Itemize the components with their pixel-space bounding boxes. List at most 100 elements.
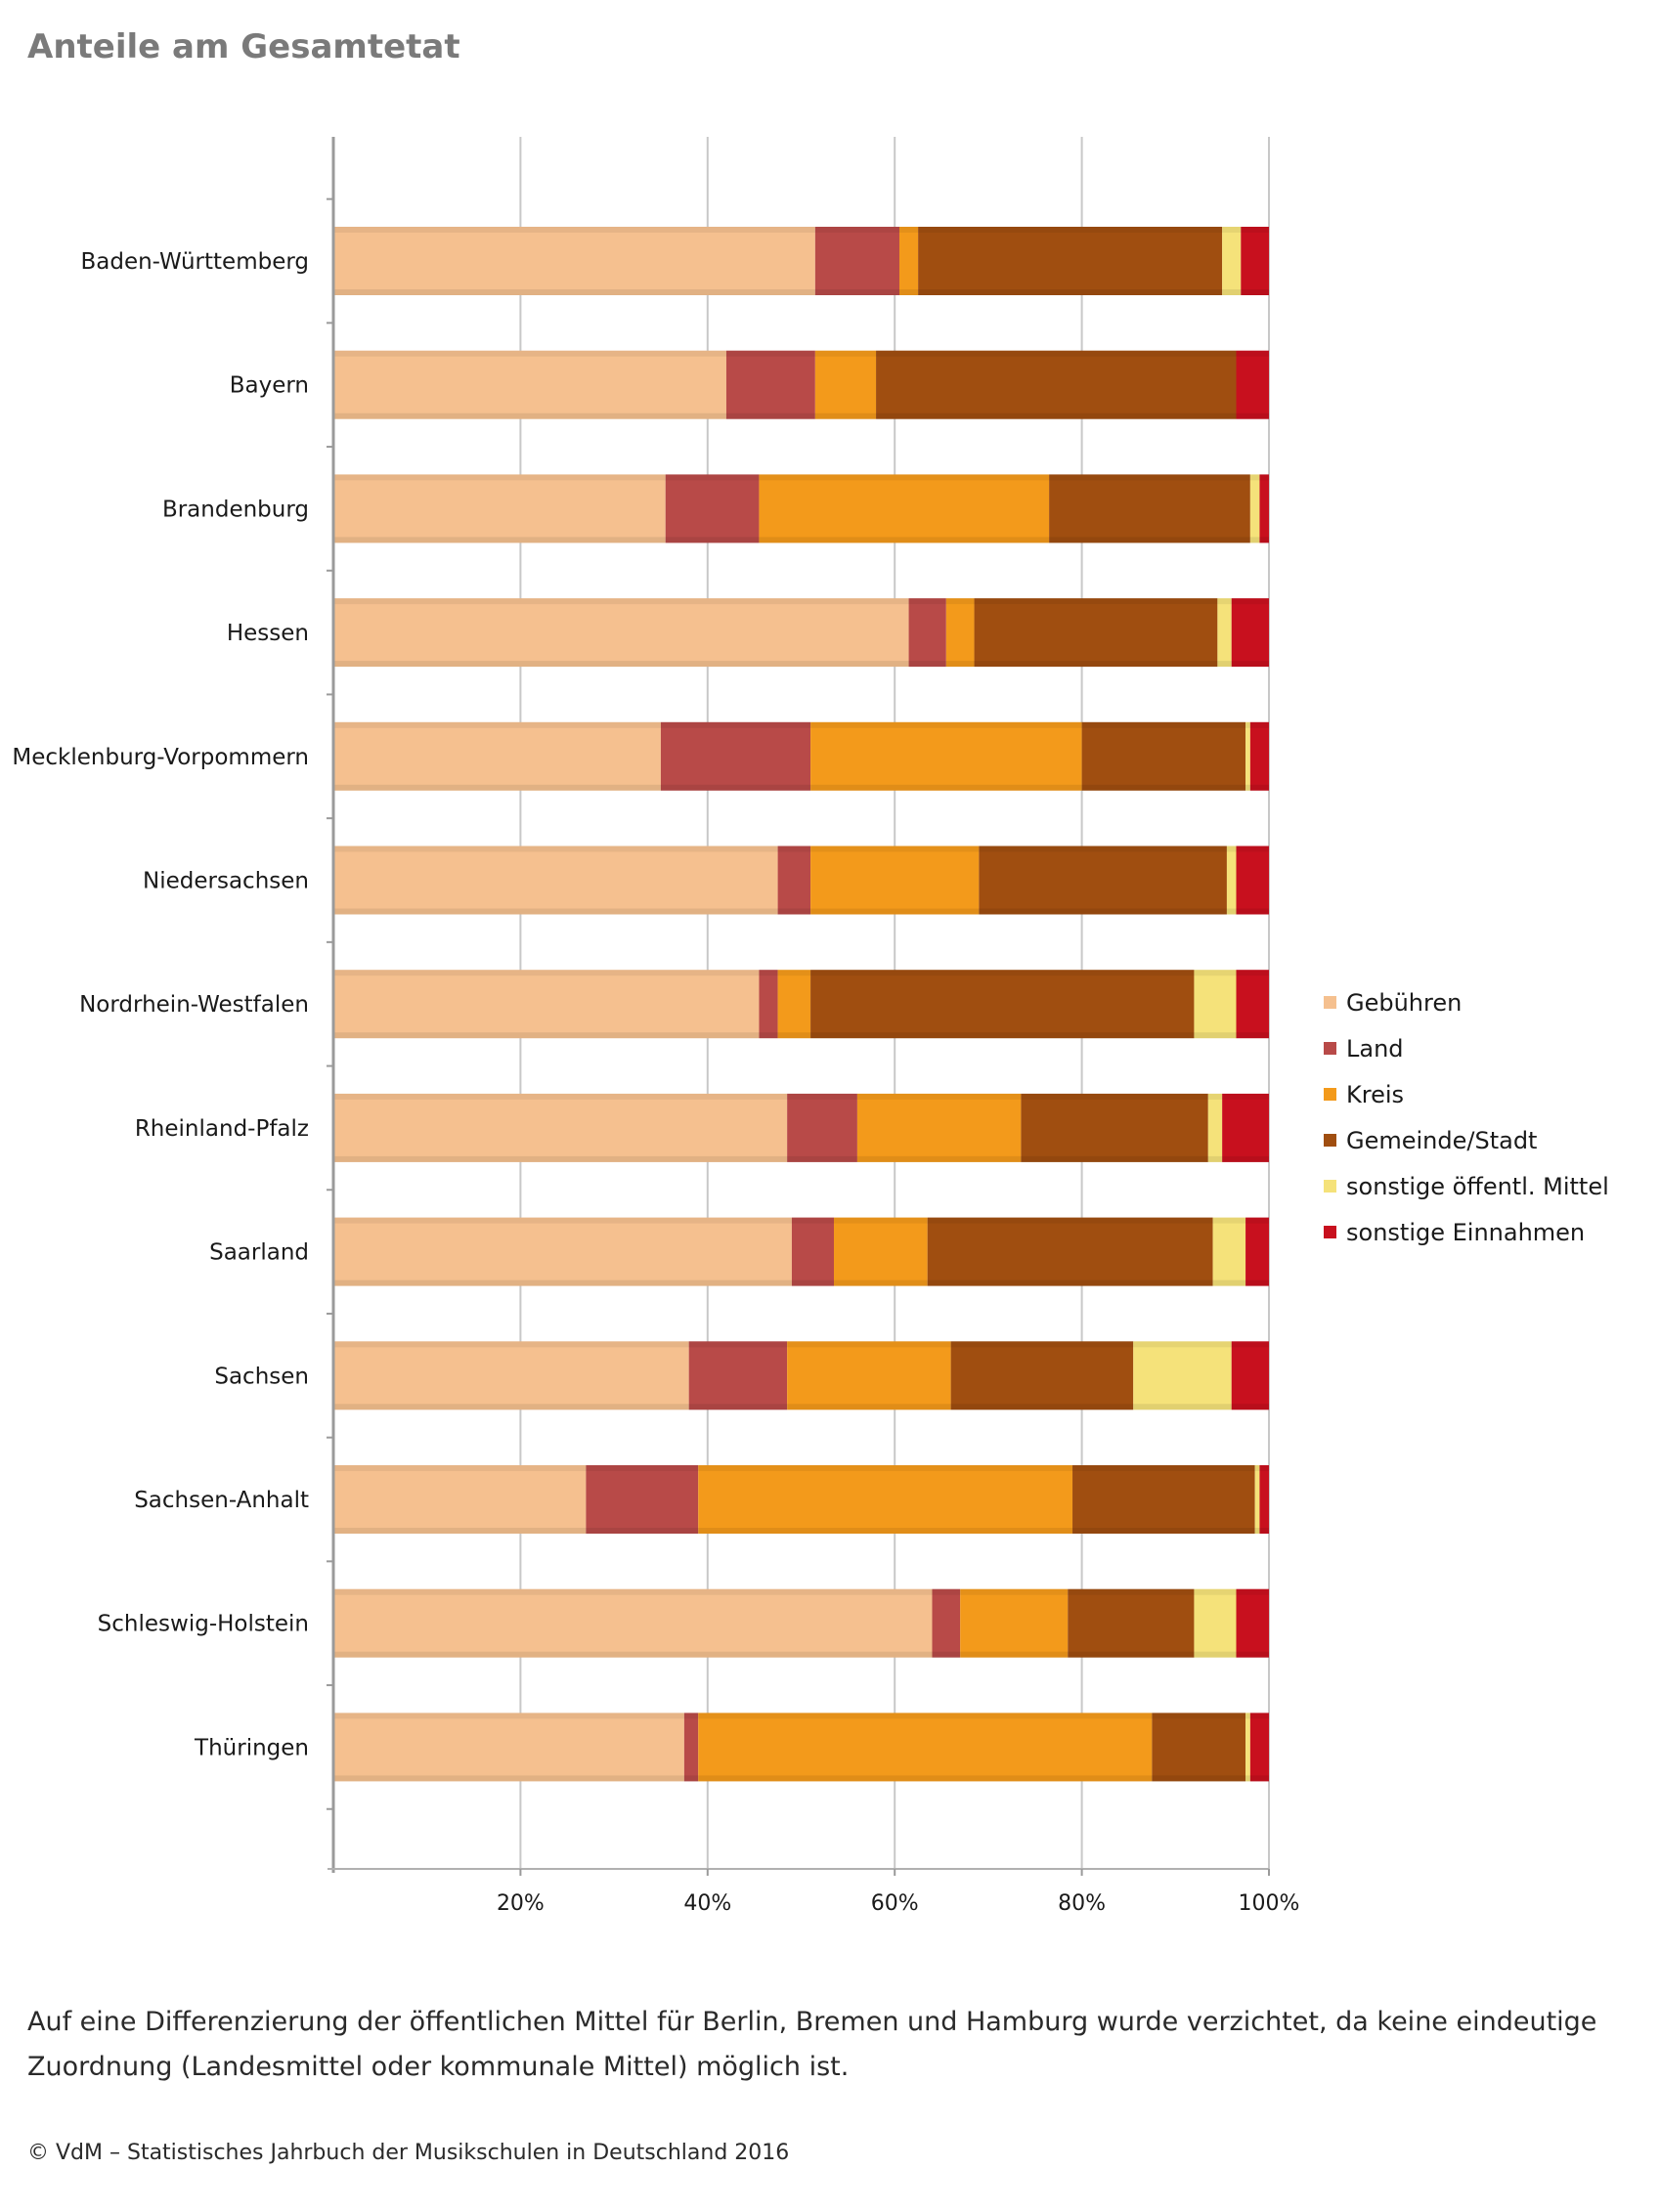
legend: Gebühren Land Kreis Gemeinde/Stadt sonstige … [1324,979,1609,1255]
bar-segment-5 [1241,227,1269,295]
bar-shade-top [333,1217,1269,1224]
bar-segment-4 [1133,1341,1232,1410]
legend-item: Kreis [1324,1071,1609,1117]
category-label: Bayern [230,373,309,399]
bar-segment-4 [1254,1465,1260,1534]
bar-shade-bottom [333,289,1269,295]
bar-shade-bottom [333,1775,1269,1782]
bar-shade-bottom [333,661,1269,668]
bar-shade-top [333,1713,1269,1719]
category-label: Niedersachsen [143,869,309,894]
category-label: Hessen [227,621,309,646]
legend-item: Gemeinde/Stadt [1324,1117,1609,1163]
bar-shade-bottom [333,412,1269,419]
bar-segment-1 [787,1093,857,1162]
bar-segment-2 [945,598,975,668]
x-tick-labels: 20% 40% 60% 80% 100% [497,1891,1300,1916]
bar-segment-5 [1259,1465,1269,1534]
legend-swatch [1324,996,1336,1009]
x-tick-label-40: 40% [683,1891,731,1916]
bar-shade-bottom [333,1155,1269,1162]
source-note: © VdM – Statistisches Jahrbuch der Musik… [27,2141,790,2165]
category-labels: Baden-Württemberg Bayern Brandenburg Hessen… [12,249,309,1760]
bar-segment-5 [1231,598,1269,668]
bar-segment-1 [791,1217,834,1286]
category-label: Schleswig-Holstein [98,1612,309,1637]
bar-segment-2 [833,1217,928,1286]
bar-shade-top [333,350,1269,357]
bar-shade-top [333,846,1269,852]
legend-swatch [1324,1042,1336,1055]
legend-item: Land [1324,1025,1609,1071]
bar-segment-4 [1217,598,1232,668]
bar-segment-0 [333,598,909,668]
bar-segment-3 [1021,1093,1208,1162]
stacked-bar-chart: Baden-Württemberg Bayern Brandenburg Hessen… [12,137,1300,1916]
category-label: Saarland [209,1240,309,1266]
x-tick-label-100: 100% [1239,1891,1300,1916]
bar-segment-2 [698,1713,1153,1782]
bar-shade-bottom [333,1404,1269,1410]
bar-segment-1 [665,474,760,543]
page-title: Anteile am Gesamtetat [27,27,460,66]
bar-shade-bottom [333,1032,1269,1039]
bar-segment-5 [1236,846,1269,915]
legend-swatch [1324,1134,1336,1147]
bar-segment-1 [688,1341,788,1410]
bar-shade-bottom [333,537,1269,543]
bar-segment-2 [759,474,1050,543]
x-tick-label-80: 80% [1058,1891,1106,1916]
bar-segment-1 [932,1588,961,1658]
bar-segment-1 [759,970,778,1039]
bar-segment-0 [333,1713,684,1782]
category-label: Mecklenburg-Vorpommern [12,745,309,770]
bar-segment-3 [974,598,1218,668]
bar-shade-top [333,1588,1269,1595]
bar-segment-5 [1236,970,1269,1039]
bar-segment-5 [1222,1093,1269,1162]
bar-shade-top [333,1465,1269,1471]
bar-segment-3 [979,846,1227,915]
legend-label: sonstige Einnahmen [1346,1218,1586,1246]
bar-segment-3 [927,1217,1213,1286]
bar-segment-1 [683,1713,699,1782]
legend-label: Gebühren [1346,988,1463,1017]
bar-segment-4 [1249,474,1260,543]
x-tick-label-20: 20% [497,1891,545,1916]
bar-segment-3 [1081,721,1246,791]
bar-segment-5 [1236,350,1269,419]
bar-segment-2 [698,1465,1073,1534]
bar-segment-4 [1222,227,1242,295]
bar-shade-top [333,1341,1269,1348]
bar-segment-5 [1236,1588,1269,1658]
bar-segment-4 [1245,721,1250,791]
bar-segment-4 [1194,1588,1237,1658]
bar-segment-3 [918,227,1223,295]
bar-segment-3 [950,1341,1134,1410]
bar-row [333,1217,1269,1286]
axes [327,137,1270,1876]
bar-segment-2 [856,1093,1022,1162]
legend-item: Gebühren [1324,979,1609,1025]
x-tick-label-60: 60% [871,1891,919,1916]
bar-segment-1 [660,721,811,791]
category-label: Rheinland-Pfalz [135,1116,309,1142]
bar-segment-4 [1212,1217,1246,1286]
bar-segment-0 [333,350,726,419]
bar-segment-0 [333,1341,689,1410]
bar-segment-3 [1049,474,1250,543]
legend-label: Kreis [1346,1080,1405,1108]
bar-segment-3 [1068,1588,1195,1658]
bar-segment-1 [814,227,899,295]
bar-row [333,846,1269,915]
bar-row [333,721,1269,791]
bar-segment-2 [777,970,811,1039]
bar-row [333,350,1269,419]
bar-segment-0 [333,1588,933,1658]
bar-segment-0 [333,721,661,791]
category-label: Brandenburg [162,497,309,522]
bar-shade-top [333,970,1269,976]
bar-segment-0 [333,846,778,915]
bar-segment-0 [333,227,815,295]
bar-segment-2 [810,721,1082,791]
